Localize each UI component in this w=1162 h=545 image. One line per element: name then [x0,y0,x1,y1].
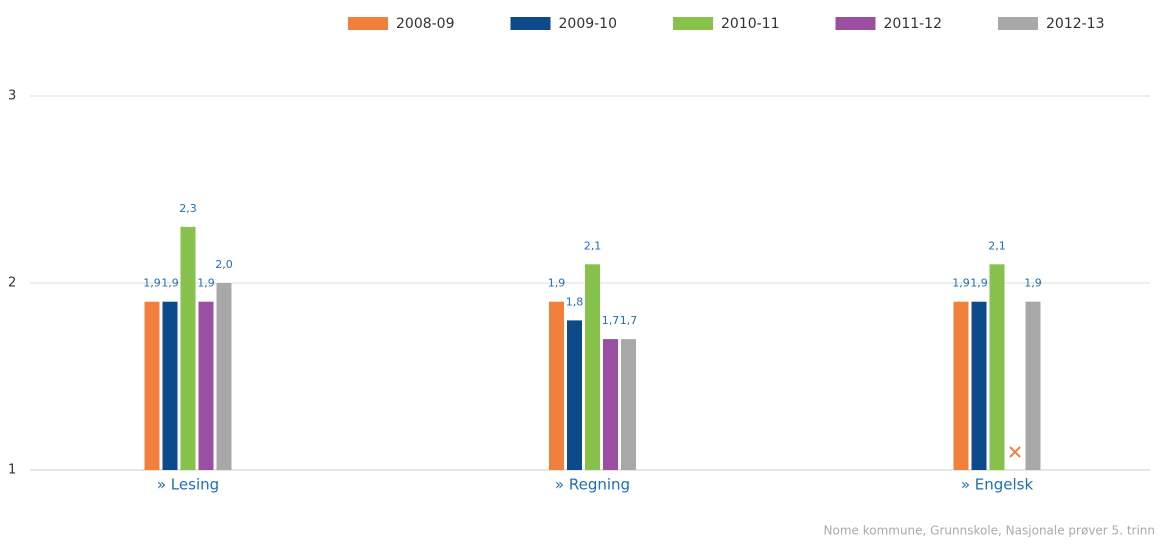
y-tick-label: 2 [8,276,16,291]
x-tick-label[interactable]: » Lesing [157,476,219,494]
value-label: 2,1 [988,239,1006,252]
value-label: 2,0 [215,258,233,271]
bar [971,301,987,470]
bar [567,320,582,470]
value-label: 1,9 [952,277,970,290]
bar [621,339,636,470]
bar [953,301,969,470]
y-tick-label: 1 [8,463,16,478]
bar [549,301,564,470]
bar [162,301,178,470]
value-label: 1,9 [197,277,215,290]
legend-swatch [673,17,713,30]
value-label: 1,8 [566,295,584,308]
bar [216,283,232,470]
legend-label: 2011-12 [884,16,943,32]
value-label: 1,7 [602,314,620,327]
legend-label: 2008-09 [396,16,455,32]
x-tick-label[interactable]: » Regning [555,476,630,494]
source: Nome kommune, Grunnskole, Nasjonale prøv… [824,524,1156,538]
legend-label: 2012-13 [1046,16,1105,32]
legend-swatch [998,17,1038,30]
value-label: 1,7 [620,314,638,327]
legend-label: 2009-10 [559,16,618,32]
bar [989,264,1005,470]
bar [144,301,160,470]
value-label: 1,9 [161,277,179,290]
legend-swatch [835,17,876,30]
x-tick-label[interactable]: » Engelsk [961,476,1034,494]
y-tick-label: 3 [8,89,16,104]
value-label: 2,3 [179,202,197,215]
legend-label: 2010-11 [721,16,780,32]
legend-swatch [348,17,388,30]
bar [180,226,196,470]
value-label: 1,9 [1024,277,1042,290]
missing-marker [1009,446,1021,458]
bar [585,264,600,470]
bar [603,339,618,470]
value-label: 1,9 [548,277,566,290]
bar [1025,301,1041,470]
value-label: 2,1 [584,239,602,252]
value-label: 1,9 [970,277,988,290]
legend-swatch [510,17,551,30]
value-label: 1,9 [143,277,161,290]
bar [198,301,214,470]
